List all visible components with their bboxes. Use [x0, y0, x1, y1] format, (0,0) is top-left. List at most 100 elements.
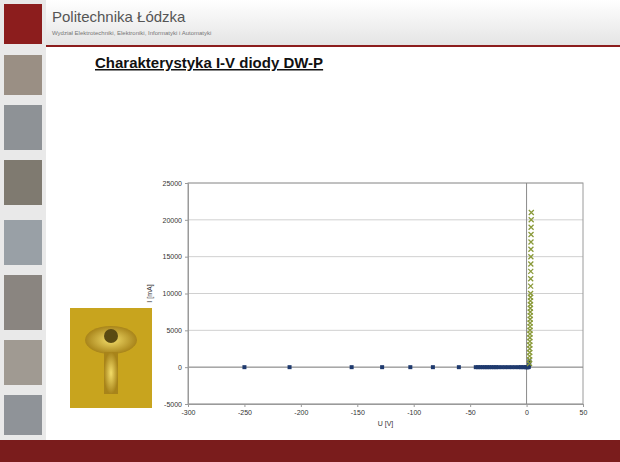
tick-mark	[527, 404, 528, 407]
tick-mark	[301, 404, 302, 407]
tick-label: 20000	[163, 217, 183, 224]
point	[431, 365, 435, 369]
footer-band	[0, 440, 620, 462]
tick: 20000	[163, 217, 188, 224]
tick-mark	[185, 183, 188, 184]
tick-mark	[185, 330, 188, 331]
tick: -300	[181, 404, 195, 416]
side-thumbnail	[4, 55, 42, 95]
data-points	[242, 210, 533, 369]
point	[529, 217, 534, 222]
tick: 0	[178, 364, 188, 371]
tick: 5000	[166, 327, 188, 334]
point	[528, 262, 533, 267]
grid-line	[188, 256, 583, 257]
tick-label: 0	[178, 364, 182, 371]
tick-label: -150	[351, 409, 365, 416]
side-thumbnail	[4, 395, 42, 435]
axis-line	[189, 405, 584, 408]
point	[408, 365, 412, 369]
tick-label: -5000	[164, 401, 182, 408]
tick: 0	[525, 404, 529, 416]
point	[529, 210, 534, 215]
y-grid	[188, 183, 583, 404]
logo	[4, 4, 42, 44]
tick: -150	[351, 404, 365, 416]
tick-label: -250	[238, 409, 252, 416]
y-axis: -5000 0 5000 10000 15000 20000 25000	[163, 180, 189, 408]
photo-bolt-head	[85, 326, 137, 354]
point	[528, 254, 533, 259]
tick-label: 5000	[166, 327, 182, 334]
photo-bolt-shank	[104, 352, 118, 394]
grid-line	[188, 293, 583, 294]
header-background	[0, 0, 620, 46]
tick-mark	[357, 404, 358, 407]
y-axis-title: I [mA]	[146, 284, 154, 302]
tick: -250	[238, 404, 252, 416]
faculty: Wydział Elektrotechniki, Elektroniki, In…	[52, 30, 211, 36]
chart-title: Charakterystyka I-V diody DW-P	[95, 54, 323, 71]
point	[529, 232, 534, 237]
point	[529, 225, 534, 230]
tick: 10000	[163, 290, 188, 297]
x-axis-title: U [V]	[378, 420, 394, 428]
tick-mark	[414, 404, 415, 407]
tick-mark	[185, 257, 188, 258]
point	[380, 365, 384, 369]
tick-mark	[185, 294, 188, 295]
point	[457, 365, 461, 369]
tick: 50	[580, 404, 588, 416]
grid-line	[188, 330, 583, 331]
tick: -100	[407, 404, 421, 416]
point	[528, 276, 533, 281]
series	[527, 210, 534, 366]
side-thumbnail	[4, 275, 42, 330]
tick-label: 15000	[163, 253, 183, 260]
point	[528, 291, 533, 296]
institution: Politechnika Łódzka	[52, 8, 186, 25]
tick: 25000	[163, 180, 188, 187]
point	[528, 239, 533, 244]
point	[242, 365, 246, 369]
slide: Politechnika Łódzka Wydział Elektrotechni…	[0, 0, 620, 462]
tick: 15000	[163, 253, 188, 260]
tick-label: 25000	[163, 180, 183, 187]
point	[528, 247, 533, 252]
side-thumbnail	[4, 340, 42, 385]
point	[528, 269, 533, 274]
tick-mark	[185, 404, 188, 405]
tick-label: 50	[580, 409, 588, 416]
tick-label: -300	[181, 409, 195, 416]
tick-mark	[470, 404, 471, 407]
tick: -50	[466, 404, 476, 416]
grid-line	[188, 219, 583, 220]
point	[288, 365, 292, 369]
tick-mark	[185, 220, 188, 221]
x-axis: -300 -250 -200 -150 -100 -50 0 50	[181, 404, 587, 416]
tick-label: -200	[294, 409, 308, 416]
zero-line-vertical	[526, 183, 527, 404]
plot-frame	[188, 183, 583, 404]
photo-bolt-center	[104, 329, 118, 343]
axis-line	[185, 184, 189, 405]
series	[242, 359, 531, 369]
side-strip	[0, 0, 46, 440]
photo-background	[70, 308, 152, 408]
point	[350, 365, 354, 369]
tick: -200	[294, 404, 308, 416]
tick-mark	[185, 367, 188, 368]
side-thumbnail	[4, 160, 42, 205]
header-rule	[46, 45, 620, 47]
tick: -5000	[164, 401, 188, 408]
plot-area	[188, 183, 583, 404]
tick-label: 10000	[163, 290, 183, 297]
tick-label: -100	[407, 409, 421, 416]
tick-mark	[583, 404, 584, 407]
side-thumbnail	[4, 220, 42, 265]
tick-mark	[244, 404, 245, 407]
tick-label: -50	[466, 409, 476, 416]
point	[528, 284, 533, 289]
tick-label: 0	[525, 409, 529, 416]
side-thumbnail	[4, 105, 42, 150]
